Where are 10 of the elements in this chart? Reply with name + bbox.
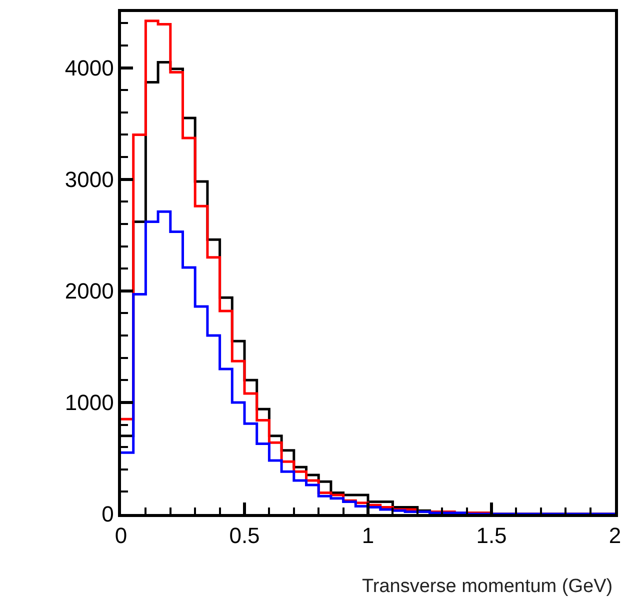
y-tick-label: 3000 [64, 167, 114, 192]
x-tick-label: 0.5 [229, 523, 260, 548]
x-tick-label: 1.5 [476, 523, 507, 548]
x-tick-label: 1 [362, 523, 374, 548]
x-tick-label: 2 [608, 523, 622, 548]
y-tick-label: 2000 [64, 278, 114, 304]
y-tick-label: 0 [102, 502, 114, 527]
x-axis-title: Transverse momentum (GeV) [362, 576, 613, 597]
y-tick-label: 1000 [64, 390, 114, 416]
y-tick-label: 4000 [64, 55, 114, 80]
